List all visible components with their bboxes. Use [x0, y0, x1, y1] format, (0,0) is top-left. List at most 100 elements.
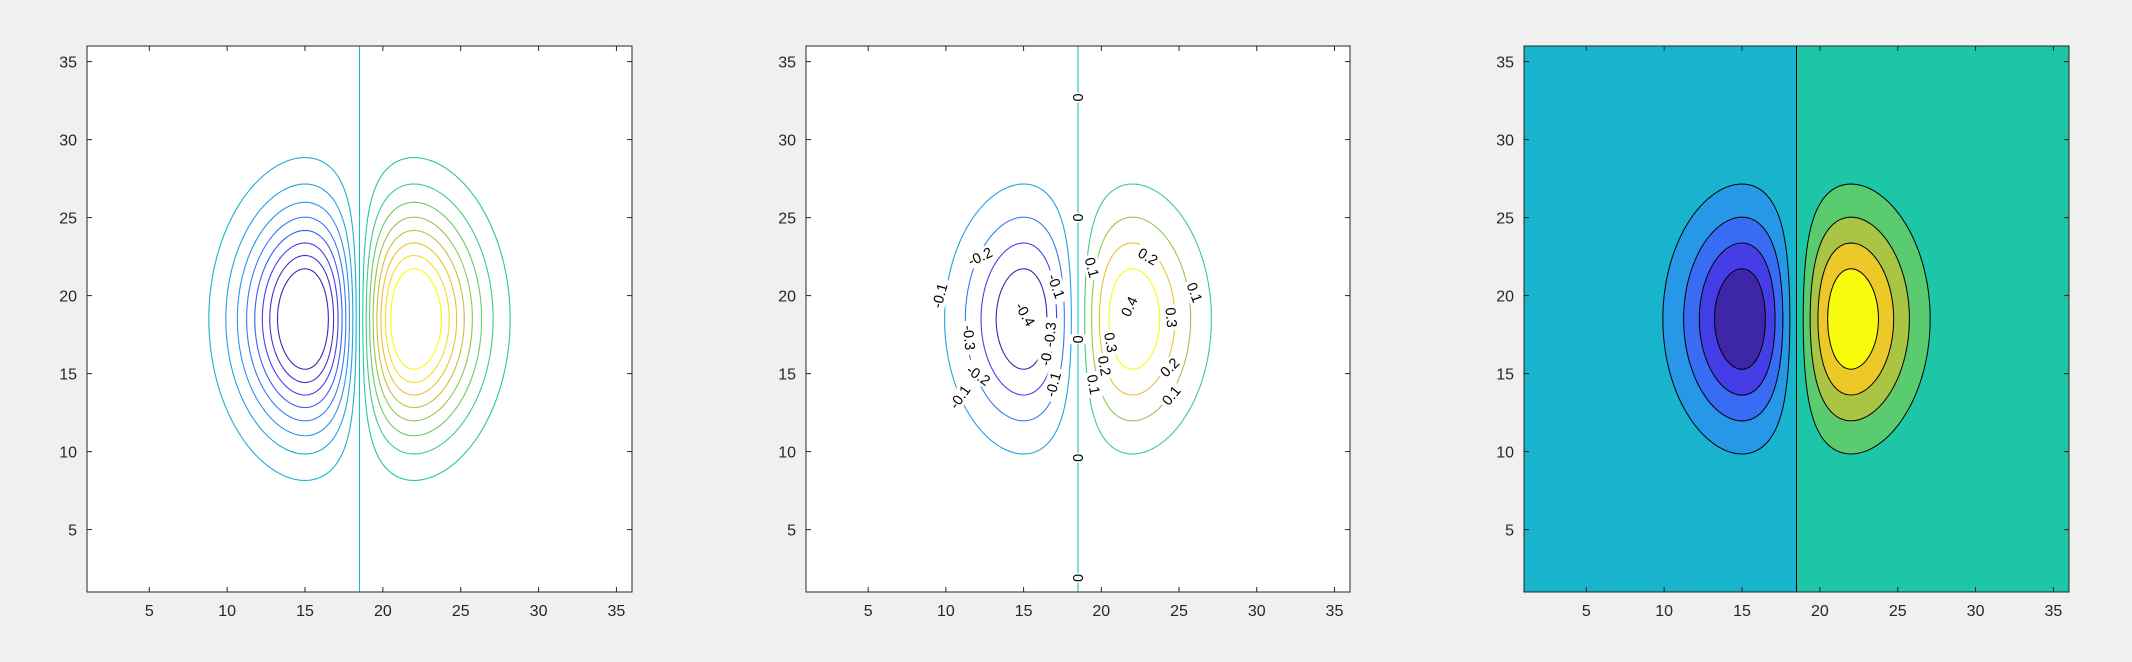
contour-level-line	[380, 242, 458, 396]
contour-level-line	[944, 183, 1072, 455]
contour-label-background	[1155, 352, 1185, 383]
contour-level-label: 0	[1071, 214, 1087, 222]
y-tick-label: 15	[778, 367, 796, 384]
axes-box	[1523, 45, 2070, 593]
contour-level-line	[254, 229, 343, 409]
contour-level-label: -0.1	[1043, 371, 1065, 399]
contour-level-label: 0.3	[1161, 307, 1179, 328]
contour-level-line	[1698, 242, 1776, 396]
contour-level-line	[384, 254, 450, 384]
contour-level-line	[269, 254, 335, 384]
contour-label-background	[1040, 316, 1060, 353]
filled-contour-plot: 5 10 15 20 25 30 35 5 10 15 20 25 30 35	[1496, 45, 2070, 620]
contour-label-background	[927, 277, 952, 315]
contour-level-line	[261, 242, 339, 396]
contour-level-line	[362, 157, 511, 481]
contour-label-background	[1070, 452, 1086, 463]
y-tick-label: 35	[59, 55, 77, 72]
contour-label-background	[1070, 212, 1086, 223]
x-tick-label: 30	[1967, 603, 1985, 620]
contour-level-label: 0.1	[1083, 373, 1102, 396]
x-tick-label: 10	[218, 603, 236, 620]
contour-label-background	[1094, 351, 1115, 380]
filled-bands	[1524, 46, 2069, 592]
contour-level-line	[390, 268, 443, 370]
contour-label-background	[1070, 92, 1086, 103]
contour-label-background	[943, 378, 977, 416]
y-tick-label: 30	[1496, 133, 1514, 150]
contour-lines	[208, 46, 511, 592]
contour-level-label: 0.3	[1100, 331, 1119, 354]
contour-label-background	[960, 358, 998, 392]
x-tick-label: 10	[1655, 603, 1673, 620]
contour-label-background	[959, 320, 979, 356]
contour-level-label: -0.3	[959, 325, 977, 351]
y-tick-label: 25	[1496, 211, 1514, 228]
y-tick-label: 25	[59, 211, 77, 228]
x-tick-label: 5	[145, 603, 154, 620]
contour-level-line	[225, 183, 354, 455]
contour-level-line	[1809, 216, 1910, 422]
y-tick-label: 20	[59, 289, 77, 306]
contour-level-line	[376, 229, 465, 409]
contour-label-background	[1080, 253, 1104, 282]
contour-level-line	[372, 216, 473, 422]
x-tick-label: 10	[937, 603, 955, 620]
contour-level-line	[1662, 183, 1791, 455]
contour-level-label: -0.3	[1042, 322, 1060, 348]
x-tick-label: 35	[1326, 603, 1344, 620]
contour-level-label: -0.1	[930, 282, 952, 310]
contour-level-line	[1714, 268, 1766, 370]
x-tick-label: 15	[1733, 603, 1751, 620]
contour-label-background	[1100, 328, 1121, 357]
y-tick-label: 35	[1496, 55, 1514, 72]
x-tick-label: 25	[452, 603, 470, 620]
y-tick-label: 5	[787, 523, 796, 540]
contour-level-label: 0	[1071, 93, 1087, 101]
y-tick-label: 30	[778, 133, 796, 150]
x-tick-label: 5	[864, 603, 873, 620]
axes-box	[805, 45, 1351, 593]
y-tick-label: 25	[778, 211, 796, 228]
y-tick-label: 10	[59, 445, 77, 462]
contour-label-background	[1162, 304, 1181, 331]
contour-lines	[944, 46, 1212, 592]
x-tick-label: 20	[374, 603, 392, 620]
contour-label-background	[1116, 291, 1142, 322]
x-tick-label: 35	[608, 603, 626, 620]
contour-level-label: 0.1	[1183, 281, 1205, 305]
y-tick-label: 20	[1496, 289, 1514, 306]
contour-level-line	[365, 183, 494, 455]
contour-level-label: 0	[1071, 454, 1087, 462]
contour-label-background	[1070, 334, 1086, 345]
contour-level-label: 0.4	[1119, 294, 1142, 319]
contour-label-background	[1041, 366, 1066, 404]
y-tick-label: 5	[1505, 523, 1514, 540]
contour-lines-plot: 5 10 15 20 25 30 35 5 10 15 20 25 30 35	[59, 45, 633, 620]
contour-level-label: 0	[1071, 574, 1087, 582]
x-tick-label: 15	[296, 603, 314, 620]
contour-level-label: 0.1	[1081, 256, 1102, 280]
contour-lines	[1662, 46, 1931, 592]
y-tick-label: 5	[68, 523, 77, 540]
x-tick-label: 25	[1889, 603, 1907, 620]
x-tick-label: 5	[1582, 603, 1591, 620]
contour-level-label: 0	[1071, 335, 1087, 343]
contour-label-background	[1182, 277, 1207, 308]
x-tick-label: 25	[1170, 603, 1188, 620]
contour-level-line	[276, 268, 329, 370]
contour-level-label: 0.2	[1094, 355, 1113, 378]
y-tick-label: 10	[1496, 445, 1514, 462]
contour-label-background	[1042, 267, 1070, 305]
x-tick-label: 30	[1248, 603, 1266, 620]
contour-label-background	[1132, 243, 1163, 270]
contour-level-line	[369, 201, 483, 437]
x-tick-label: 20	[1811, 603, 1829, 620]
contour-label-background	[1156, 380, 1186, 411]
x-tick-label: 20	[1092, 603, 1110, 620]
x-tick-label: 30	[530, 603, 548, 620]
y-tick-label: 15	[1496, 367, 1514, 384]
axes-box	[86, 45, 633, 593]
contour-level-line	[236, 201, 350, 437]
contour-label-background	[1070, 572, 1086, 583]
